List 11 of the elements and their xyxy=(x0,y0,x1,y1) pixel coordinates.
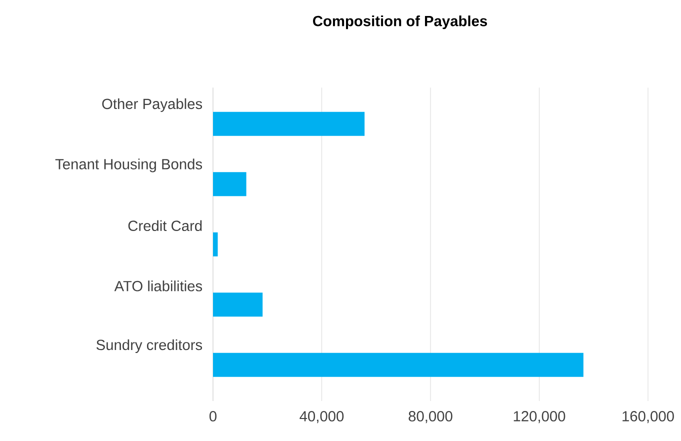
chart-title: Composition of Payables xyxy=(313,15,487,30)
x-tick-label: 0 xyxy=(209,411,216,422)
x-tick-label: 120,000 xyxy=(514,411,566,424)
y-tick-label: Tenant Housing Bonds xyxy=(55,158,202,172)
x-tick-label: 40,000 xyxy=(300,411,344,424)
x-tick-label: 80,000 xyxy=(408,411,452,424)
x-tick-label: 160,000 xyxy=(622,411,674,424)
y-tick-label: Other Payables xyxy=(102,98,202,112)
y-tick-label: ATO liabilities xyxy=(114,280,202,292)
y-tick-label: Sundry creditors xyxy=(96,339,202,353)
y-tick-label: Credit Card xyxy=(128,220,202,232)
